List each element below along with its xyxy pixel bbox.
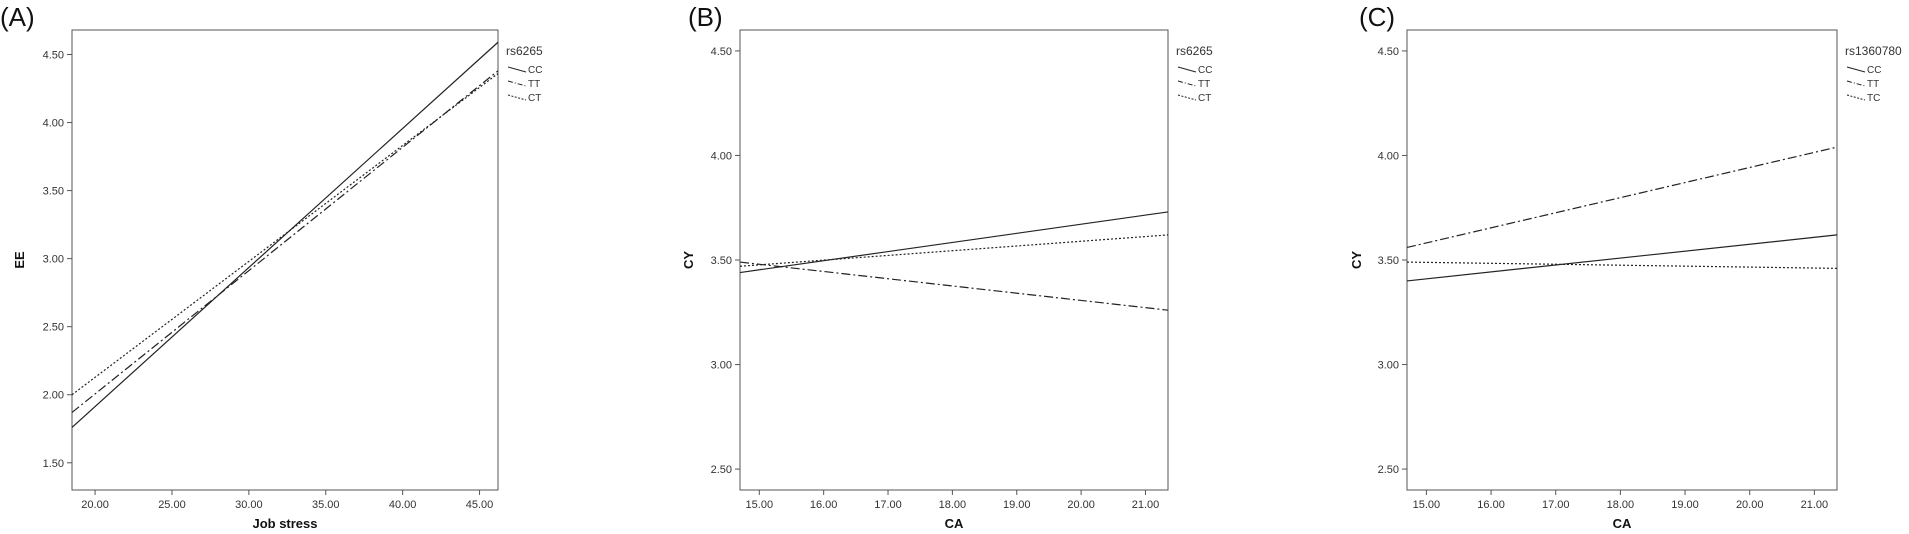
y-tick-label: 4.00 (43, 118, 64, 130)
series-line-ct (739, 234, 1169, 267)
legend-label-ct: CT (528, 93, 541, 104)
x-tick-label: 25.00 (158, 499, 186, 511)
legend-label-ct: CT (1198, 93, 1211, 104)
legend-title: rs6265 (506, 44, 543, 58)
series-line-tc (1406, 261, 1838, 269)
y-tick-label: 3.00 (1378, 360, 1399, 372)
legend-label-cc: CC (528, 65, 542, 76)
y-tick-label: 4.50 (711, 46, 732, 58)
plot-frame (739, 29, 1169, 491)
x-tick-label: 40.00 (389, 499, 417, 511)
x-axis-title: Job stress (252, 516, 317, 531)
plot-frame (1406, 29, 1838, 491)
y-tick-label: 3.50 (43, 186, 64, 198)
panel-label: (A) (0, 2, 35, 32)
y-tick-label: 2.00 (43, 390, 64, 402)
y-tick-label: 1.50 (43, 458, 64, 470)
x-tick-label: 30.00 (235, 499, 263, 511)
legend-swatch-cc (1846, 66, 1866, 73)
y-tick-label: 3.00 (43, 254, 64, 266)
legend-label-cc: CC (1198, 65, 1212, 76)
series-line-cc (71, 41, 499, 428)
x-tick-label: 19.00 (1671, 499, 1699, 511)
y-tick-label: 3.50 (1378, 255, 1399, 267)
x-axis-title: CA (945, 516, 964, 531)
legend-title: rs1360780 (1845, 44, 1902, 58)
legend-swatch-ct (507, 94, 527, 101)
y-tick-label: 4.50 (43, 49, 64, 61)
x-tick-label: 18.00 (1607, 499, 1635, 511)
chart-panel-1: (A) 1.50 2.00 2.50 3.00 3.50 4.00 4.50 20.00 25.0… (0, 2, 543, 531)
legend-swatch-tt (1846, 80, 1866, 87)
x-tick-label: 16.00 (1477, 499, 1505, 511)
series-line-cc (1406, 234, 1838, 282)
x-tick-label: 45.00 (466, 499, 494, 511)
series-line-cc (739, 211, 1169, 274)
x-tick-label: 17.00 (1542, 499, 1570, 511)
x-tick-label: 20.00 (81, 499, 109, 511)
y-tick-label: 4.00 (1378, 150, 1399, 162)
x-tick-label: 16.00 (810, 499, 838, 511)
legend-swatch-ct (1177, 94, 1197, 101)
x-tick-label: 15.00 (1413, 499, 1441, 511)
x-tick-label: 20.00 (1736, 499, 1764, 511)
x-tick-label: 20.00 (1067, 499, 1095, 511)
series-line-tt (739, 261, 1169, 311)
legend-label-tt: TT (1198, 79, 1210, 90)
y-tick-label: 2.50 (711, 464, 732, 476)
x-tick-label: 21.00 (1132, 499, 1160, 511)
y-tick-label: 3.50 (711, 255, 732, 267)
legend-label-tt: TT (1867, 79, 1879, 90)
y-tick-label: 2.50 (1378, 464, 1399, 476)
legend-label-tt: TT (528, 79, 540, 90)
x-tick-label: 19.00 (1003, 499, 1031, 511)
legend-title: rs6265 (1176, 44, 1213, 58)
plot-frame (71, 29, 499, 491)
y-tick-label: 4.00 (711, 150, 732, 162)
y-tick-label: 4.50 (1378, 46, 1399, 58)
panel-label: (C) (1359, 2, 1395, 32)
chart-panel-2: (B) 2.50 3.00 3.50 4.00 4.50 15.00 16.00 17.00 18… (681, 2, 1213, 531)
x-axis-title: CA (1613, 516, 1632, 531)
legend-swatch-tt (1177, 80, 1197, 87)
legend-swatch-tt (507, 80, 527, 87)
x-tick-label: 18.00 (939, 499, 967, 511)
y-axis-title: CY (681, 251, 696, 269)
series-line-ct (71, 73, 499, 396)
chart-panel-3: (C) 2.50 3.00 3.50 4.00 4.50 15.00 16.00 17.00 18… (1349, 2, 1902, 531)
legend-swatch-cc (507, 66, 527, 73)
legend-swatch-cc (1177, 66, 1197, 73)
y-tick-label: 3.00 (711, 360, 732, 372)
x-tick-label: 15.00 (746, 499, 774, 511)
legend-swatch-tc (1846, 94, 1866, 101)
series-line-tt (1406, 146, 1838, 249)
y-tick-label: 2.50 (43, 322, 64, 334)
panel-label: (B) (688, 2, 723, 32)
x-tick-label: 21.00 (1801, 499, 1829, 511)
x-tick-label: 17.00 (874, 499, 902, 511)
x-tick-label: 35.00 (312, 499, 340, 511)
y-axis-title: CY (1349, 251, 1364, 269)
legend-label-cc: CC (1867, 65, 1881, 76)
legend-label-tc: TC (1867, 93, 1880, 104)
y-axis-title: EE (12, 251, 27, 269)
